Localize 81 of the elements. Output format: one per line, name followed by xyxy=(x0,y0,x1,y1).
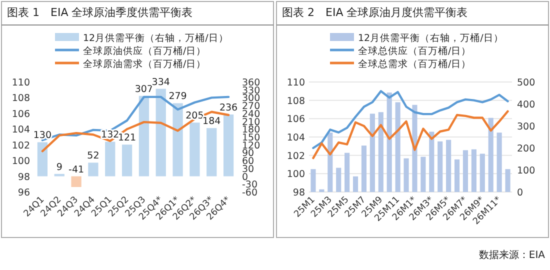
legend-label: 12月供需平衡（右轴，万桶/日） xyxy=(358,32,504,44)
bar xyxy=(361,146,367,192)
legend-label: 全球总需求（百万桶/日） xyxy=(358,58,472,70)
data-label: 236 xyxy=(219,102,238,114)
chart-title: 图表 1 EIA 全球原油季度供需平衡表 xyxy=(7,6,193,19)
bar xyxy=(404,158,409,192)
y-tick-label: 106 xyxy=(286,114,305,126)
y-tick-label: 98 xyxy=(18,172,30,183)
source-note: 数据来源：EIA xyxy=(478,249,546,261)
bar xyxy=(319,189,324,192)
legend-label: 全球原油需求（百万桶/日） xyxy=(83,58,206,70)
bar xyxy=(395,102,400,192)
bar xyxy=(344,152,350,192)
data-label: 130 xyxy=(33,130,52,142)
bar xyxy=(471,149,476,192)
y2-tick-label: 0 xyxy=(517,188,524,198)
y-tick-label: 104 xyxy=(286,132,305,144)
bar xyxy=(71,176,82,188)
y2-tick-label: 200 xyxy=(517,144,536,154)
bar xyxy=(438,141,443,192)
bar xyxy=(480,154,485,192)
bar xyxy=(505,169,510,192)
legend-label: 全球总供应（百万桶/日） xyxy=(358,45,472,57)
y-tick-label: 108 xyxy=(286,96,305,107)
y-tick-label: 108 xyxy=(12,93,30,104)
y-tick-label: 110 xyxy=(286,78,305,88)
bar xyxy=(370,114,375,192)
bar xyxy=(378,112,384,192)
bar xyxy=(156,88,166,176)
bar xyxy=(336,168,342,192)
bar xyxy=(328,132,333,192)
y-tick-label: 110 xyxy=(12,78,30,88)
y2-tick-label: 100 xyxy=(517,166,536,176)
chart-title: 图表 2 EIA 全球原油月度供需平衡表 xyxy=(282,6,468,19)
data-label: -41 xyxy=(68,164,84,176)
bar xyxy=(122,144,132,176)
y-tick-label: 102 xyxy=(12,140,30,152)
bar xyxy=(386,92,392,192)
bar xyxy=(488,118,494,192)
y2-tick-label: -60 xyxy=(242,188,258,198)
bar xyxy=(352,176,358,192)
y-tick-label: 106 xyxy=(12,108,30,120)
data-label: 121 xyxy=(118,132,136,144)
data-label: 279 xyxy=(168,91,187,102)
bar xyxy=(206,128,217,176)
y-tick-label: 100 xyxy=(286,169,305,180)
bar xyxy=(37,142,48,176)
line-series xyxy=(312,90,509,150)
data-label: 184 xyxy=(202,116,221,128)
bar xyxy=(172,103,183,176)
bar xyxy=(412,104,418,192)
line-series xyxy=(312,110,509,160)
bar xyxy=(429,132,434,192)
bar xyxy=(88,162,98,176)
data-label: 52 xyxy=(87,150,100,162)
data-label: 132 xyxy=(101,130,120,141)
bar xyxy=(454,159,460,192)
data-label: 334 xyxy=(152,76,170,88)
bar xyxy=(496,132,502,192)
legend-label: 12月供需平衡（右轴，万桶/日） xyxy=(83,32,228,44)
bar xyxy=(223,114,234,176)
bar xyxy=(105,142,116,176)
bar xyxy=(310,169,316,192)
bar xyxy=(54,174,64,176)
y-tick-label: 102 xyxy=(286,150,305,162)
bar xyxy=(138,96,150,176)
data-label: 307 xyxy=(134,84,154,95)
data-label: 9 xyxy=(56,162,62,173)
y-tick-label: 104 xyxy=(12,124,30,136)
y-tick-label: 98 xyxy=(292,188,305,198)
legend-label: 全球原油供应（百万桶/日） xyxy=(83,45,206,57)
y2-tick-label: 500 xyxy=(517,78,536,88)
y2-tick-label: 400 xyxy=(517,100,536,110)
bar xyxy=(446,140,452,192)
bar xyxy=(420,156,426,192)
y2-tick-label: 0 xyxy=(242,172,248,183)
y-tick-label: 96 xyxy=(18,188,30,198)
y2-tick-label: 300 xyxy=(517,122,536,132)
y-tick-label: 100 xyxy=(12,156,30,168)
bar xyxy=(190,122,200,176)
bar xyxy=(462,150,468,192)
